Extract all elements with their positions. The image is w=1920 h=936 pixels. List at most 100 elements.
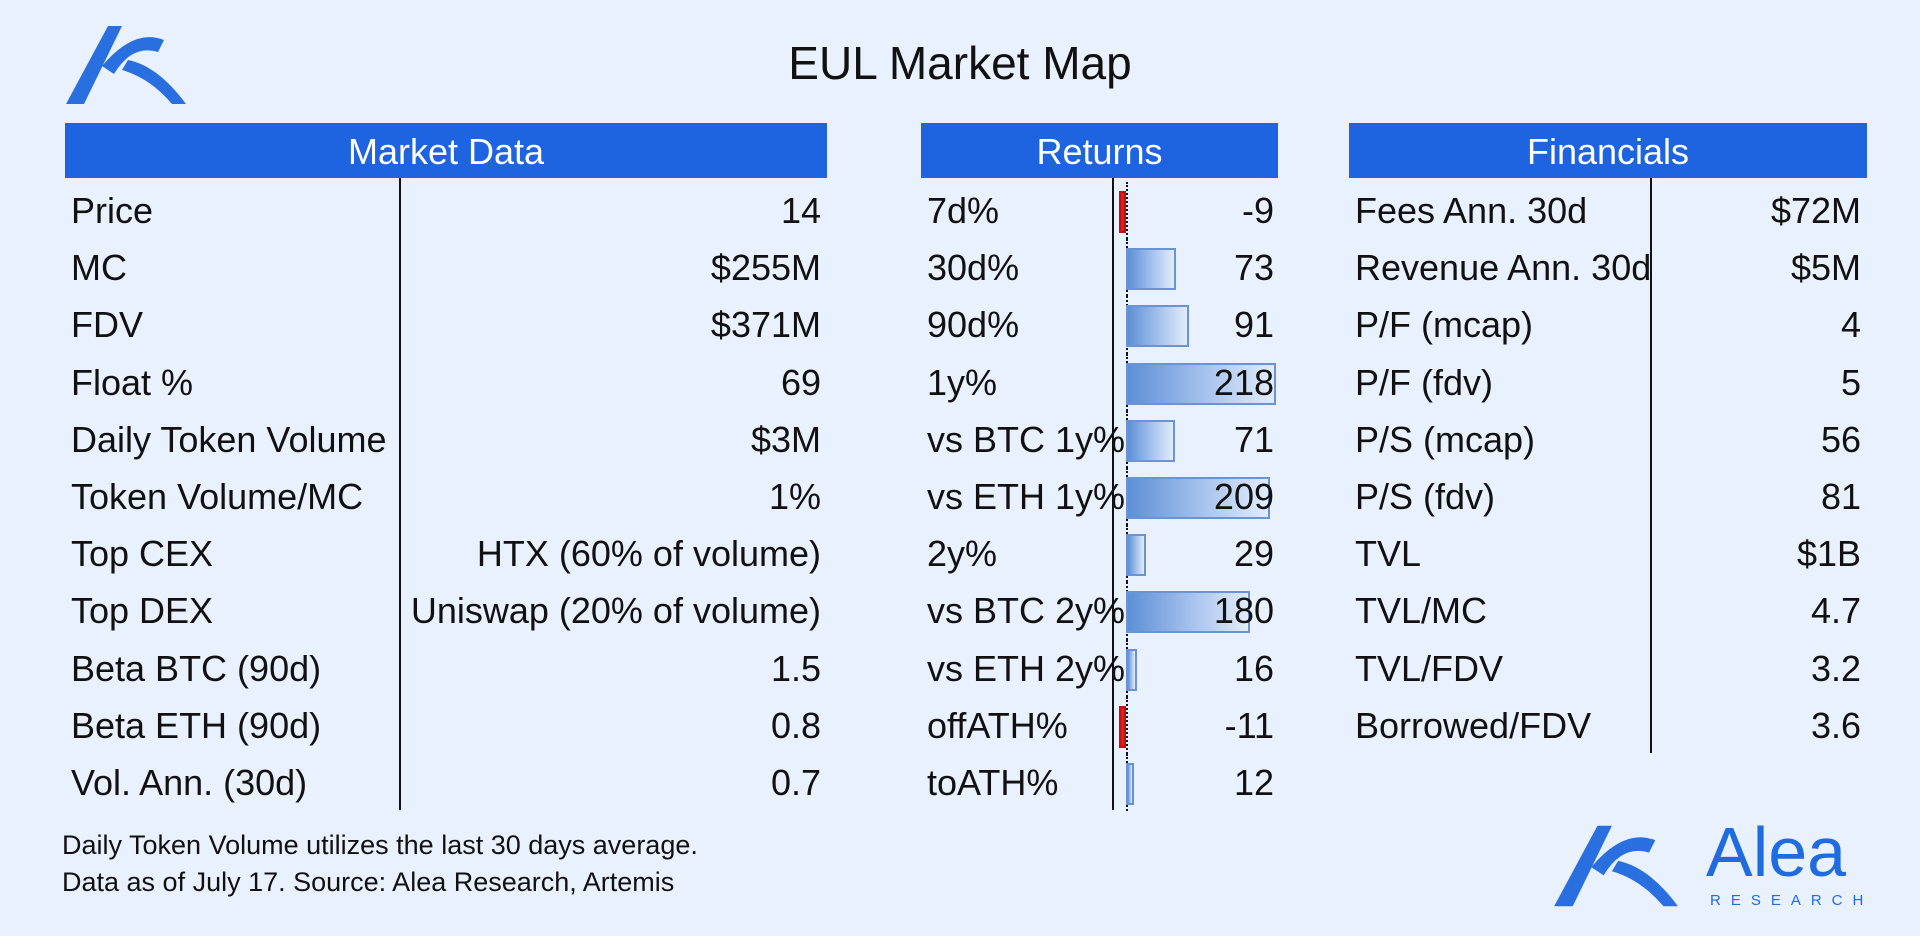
bar-area: [1116, 410, 1276, 468]
row-label: Borrowed/FDV: [1355, 704, 1592, 746]
return-bar: [1126, 591, 1250, 634]
row-label: Top CEX: [71, 533, 214, 575]
return-bar: [1126, 362, 1276, 405]
financials-row: TVL/FDV 3.2: [1349, 640, 1867, 697]
data-label: 16: [1233, 647, 1274, 689]
returns-row: 1y% 218: [921, 353, 1278, 411]
financials-row: Revenue Ann. 30d $5M: [1349, 239, 1867, 296]
financials-panel: Financials Fees Ann. 30d $72M Revenue Ann.…: [1349, 123, 1867, 754]
row-value: 0.8: [770, 704, 821, 746]
bar-area: [1116, 239, 1276, 297]
category-label: vs BTC 1y%: [927, 418, 1126, 460]
returns-row: vs BTC 2y% 180: [921, 582, 1278, 640]
return-bar: [1126, 762, 1135, 805]
row-label: Revenue Ann. 30d: [1355, 247, 1652, 289]
data-label: -11: [1224, 704, 1274, 746]
brand-name: Alea: [1706, 813, 1847, 891]
financials-row: TVL/MC 4.7: [1349, 582, 1867, 639]
market-data-row: Top CEX HTX (60% of volume): [65, 525, 827, 582]
row-label: P/S (mcap): [1355, 418, 1536, 460]
row-value: $371M: [710, 304, 821, 346]
bar-area: [1116, 353, 1276, 411]
return-bar: [1126, 648, 1137, 691]
row-label: P/F (fdv): [1355, 361, 1494, 403]
row-label: Vol. Ann. (30d): [71, 761, 308, 803]
row-value: 5: [1840, 361, 1861, 403]
footnote-source: Data as of July 17. Source: Alea Researc…: [62, 867, 675, 897]
zero-axis: [1126, 182, 1128, 240]
row-value: $5M: [1790, 247, 1861, 289]
row-value: $3M: [750, 418, 821, 460]
bar-area: [1116, 182, 1276, 240]
category-label: vs ETH 1y%: [927, 475, 1126, 517]
return-bar: [1119, 705, 1126, 748]
row-label: TVL/MC: [1355, 590, 1488, 632]
category-label: vs ETH 2y%: [927, 647, 1126, 689]
category-label: vs BTC 2y%: [927, 590, 1126, 632]
row-label: FDV: [71, 304, 143, 346]
returns-row: vs ETH 2y% 16: [921, 639, 1278, 697]
row-value: 4.7: [1810, 590, 1861, 632]
returns-header: Returns: [921, 123, 1278, 178]
return-bar: [1119, 191, 1126, 233]
returns-row: 2y% 29: [921, 525, 1278, 583]
category-label: 7d%: [927, 190, 1000, 231]
bar-area: [1116, 696, 1276, 754]
market-data-row: Top DEX Uniswap (20% of volume): [65, 582, 827, 639]
row-value: 69: [780, 361, 821, 403]
category-label: toATH%: [927, 761, 1059, 803]
category-label: 2y%: [927, 533, 998, 575]
category-label: 30d%: [927, 247, 1020, 289]
financials-header: Financials: [1349, 123, 1867, 178]
bar-area: [1116, 639, 1276, 697]
bar-area: [1116, 296, 1276, 354]
row-value: $1B: [1796, 533, 1861, 575]
row-value: 3.6: [1810, 704, 1861, 746]
row-value: 81: [1820, 475, 1861, 517]
data-label: 209: [1213, 475, 1274, 517]
row-label: Top DEX: [71, 590, 214, 632]
category-label: 1y%: [927, 361, 998, 403]
financials-row: Borrowed/FDV 3.6: [1349, 697, 1867, 754]
row-value: 4: [1840, 304, 1861, 346]
returns-row: toATH% 12: [921, 753, 1278, 812]
market-data-row: Token Volume/MC 1%: [65, 468, 827, 525]
row-label: Token Volume/MC: [71, 475, 364, 517]
row-value: $72M: [1770, 190, 1861, 231]
return-bar: [1126, 305, 1189, 348]
return-bar: [1126, 248, 1177, 291]
data-label: 71: [1233, 418, 1274, 460]
returns-row: 7d% -9: [921, 182, 1278, 240]
row-value: 0.7: [770, 761, 821, 803]
bar-area: [1116, 753, 1276, 812]
row-label: Beta ETH (90d): [71, 704, 322, 746]
returns-row: offATH% -11: [921, 696, 1278, 754]
returns-row: 90d% 91: [921, 296, 1278, 354]
data-label: 12: [1233, 761, 1274, 803]
row-label: Price: [71, 190, 154, 231]
data-label: 29: [1233, 533, 1274, 575]
market-data-row: Daily Token Volume $3M: [65, 411, 827, 468]
row-value: 1.5: [770, 647, 821, 689]
market-data-header: Market Data: [65, 123, 827, 178]
category-label: offATH%: [927, 704, 1068, 746]
brand-subtitle: RESEARCH: [1710, 892, 1874, 909]
returns-rows: 7d% -9 30d% 73 90d% 91 1y% 218 vs BTC 1y% 71 vs ET…: [921, 178, 1278, 812]
financials-row: TVL $1B: [1349, 525, 1867, 582]
footnote-volume: Daily Token Volume utilizes the last 30 …: [62, 830, 698, 860]
row-value: 56: [1820, 418, 1861, 460]
market-data-panel: Market Data Price 14 MC $255M FDV $371M Float …: [65, 123, 827, 811]
market-data-row: Beta ETH (90d) 0.8: [65, 697, 827, 754]
data-label: 218: [1213, 361, 1274, 403]
column-divider: [399, 178, 401, 810]
returns-row: 30d% 73: [921, 239, 1278, 297]
row-label: P/F (mcap): [1355, 304, 1534, 346]
financials-row: P/F (fdv) 5: [1349, 354, 1867, 411]
page-title: EUL Market Map: [788, 37, 1132, 89]
row-label: P/S (fdv): [1355, 475, 1496, 517]
financials-rows: Fees Ann. 30d $72M Revenue Ann. 30d $5M P/F …: [1349, 178, 1867, 754]
returns-panel: Returns 7d% -9 30d% 73 90d% 91 1y% 218 vs BTC 1y…: [921, 123, 1278, 812]
row-label: Beta BTC (90d): [71, 647, 322, 689]
market-data-rows: Price 14 MC $255M FDV $371M Float % 69 Daily Tok…: [65, 178, 827, 811]
row-label: TVL/FDV: [1355, 647, 1504, 689]
